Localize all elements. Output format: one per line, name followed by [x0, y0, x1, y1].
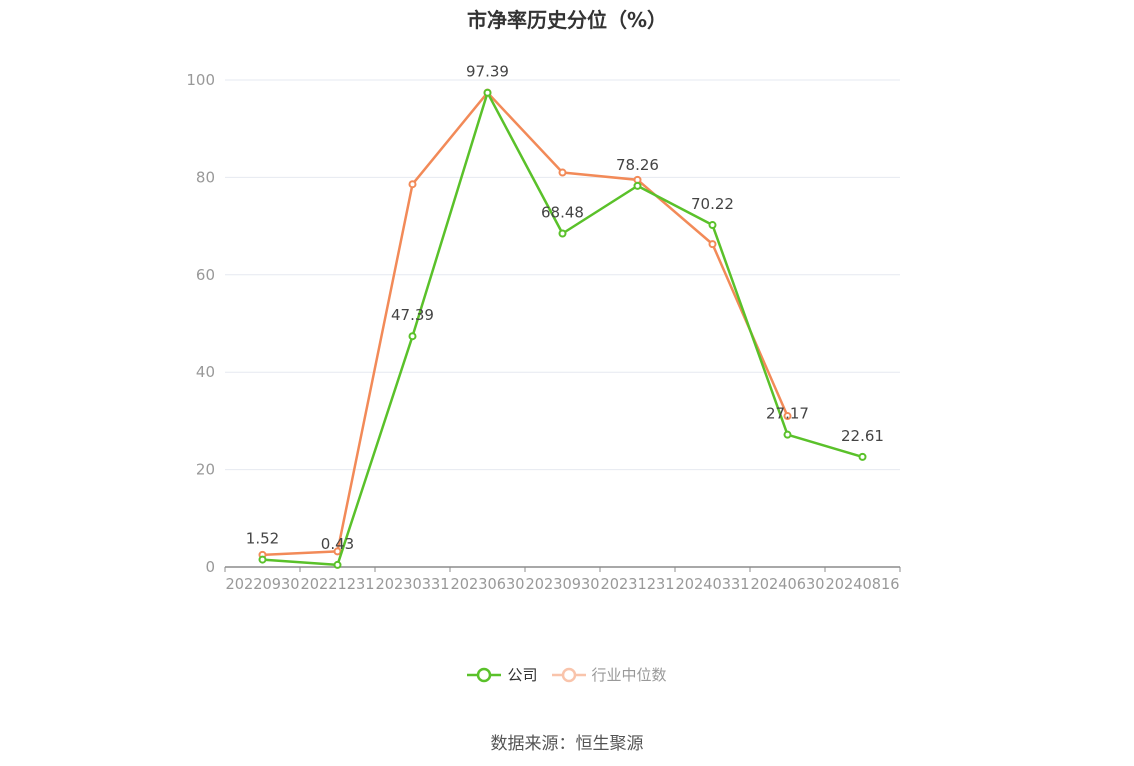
data-point-0	[483, 88, 492, 97]
x-tick-label: 20221231	[301, 575, 375, 593]
x-tick-label: 20220930	[226, 575, 300, 593]
y-tick-label: 0	[205, 558, 215, 576]
data-point-0	[708, 221, 717, 230]
y-tick-label: 100	[186, 71, 215, 89]
legend-item-industry[interactable]: 行业中位数	[551, 664, 667, 685]
y-tick-label: 80	[196, 168, 215, 186]
data-label: 0.43	[321, 535, 354, 553]
data-point-1	[783, 412, 792, 421]
data-label: 27.17	[766, 405, 809, 423]
legend-label-company: 公司	[507, 666, 538, 684]
data-point-1	[558, 168, 567, 177]
y-tick-label: 40	[196, 363, 215, 381]
source-note: 数据来源：恒生聚源	[490, 734, 644, 754]
x-tick-label: 20230630	[451, 575, 525, 593]
x-tick-label: 20240630	[751, 575, 825, 593]
data-point-1	[333, 547, 342, 556]
data-label: 1.52	[246, 530, 279, 548]
legend-industry-marker-icon	[551, 667, 586, 682]
grid-lines	[225, 79, 900, 471]
data-point-0	[858, 452, 867, 461]
legend-company-marker-icon	[467, 667, 502, 682]
data-point-0	[783, 430, 792, 439]
data-point-0	[633, 181, 642, 190]
x-tick-label: 20240816	[826, 575, 900, 593]
legend: 公司 行业中位数	[0, 664, 1134, 685]
data-label: 22.61	[841, 427, 884, 445]
data-point-1	[408, 180, 417, 189]
legend-item-company[interactable]: 公司	[467, 664, 538, 685]
y-tick-label: 20	[196, 461, 215, 479]
x-tick-label: 20230331	[376, 575, 450, 593]
data-label: 47.39	[391, 306, 434, 324]
data-point-0	[258, 555, 267, 564]
y-tick-label: 60	[196, 266, 215, 284]
series-line-0	[262, 91, 863, 567]
data-label: 97.39	[466, 63, 509, 81]
x-tick-label: 20230930	[526, 575, 600, 593]
data-label: 68.48	[541, 204, 584, 222]
series-lines	[258, 88, 867, 569]
chart-title: 市净率历史分位（%）	[466, 8, 668, 32]
data-point-1	[708, 240, 717, 249]
data-label: 70.22	[691, 195, 734, 213]
data-point-0	[408, 332, 417, 341]
x-tick-label: 20231231	[601, 575, 675, 593]
data-point-0	[333, 560, 342, 569]
data-label: 78.26	[616, 156, 659, 174]
data-labels: 1.52 0.43 47.39 97.39 68.48 78.26 70.22 27.17 22…	[246, 63, 884, 553]
data-point-0	[558, 229, 567, 238]
series-line-1	[262, 91, 789, 557]
x-tick-label: 20240331	[676, 575, 750, 593]
legend-label-industry: 行业中位数	[591, 666, 667, 684]
